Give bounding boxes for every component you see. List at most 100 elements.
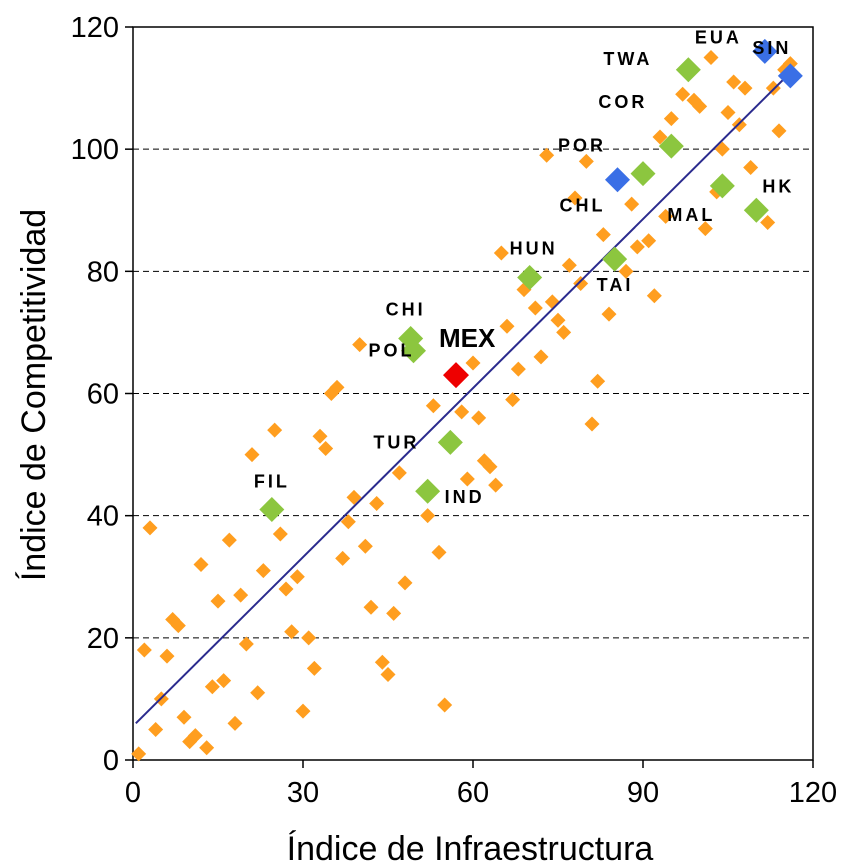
data-point <box>199 740 215 756</box>
country-label-twa: TWA <box>603 49 652 69</box>
data-point <box>629 239 645 255</box>
data-point <box>646 288 662 304</box>
country-label-hk: HK <box>762 176 794 196</box>
data-point <box>397 575 413 591</box>
country-label-fil: FIL <box>254 472 290 492</box>
country-label-eua: EUA <box>695 27 742 47</box>
data-point <box>295 703 311 719</box>
data-point <box>301 630 317 646</box>
data-point <box>482 459 498 475</box>
data-point <box>233 587 249 603</box>
data-point <box>465 355 481 371</box>
data-point <box>488 477 504 493</box>
x-axis-title: Índice de Infraestructura <box>287 830 654 865</box>
data-point <box>216 673 232 689</box>
highlight-point-cor <box>658 133 684 159</box>
data-point <box>244 447 260 463</box>
data-point <box>584 416 600 432</box>
data-point <box>459 471 475 487</box>
country-label-tur: TUR <box>373 432 419 452</box>
plot-frame <box>132 26 814 761</box>
highlight-point-ind <box>415 478 441 504</box>
highlight-point-pol <box>401 338 426 364</box>
data-point <box>590 373 606 389</box>
other-points <box>131 50 798 762</box>
data-point <box>318 440 334 456</box>
highlight-point-chl <box>605 167 630 193</box>
data-point <box>454 404 470 420</box>
data-point <box>697 221 713 237</box>
data-point <box>221 532 237 548</box>
x-tick-label: 120 <box>789 777 837 809</box>
data-point <box>131 746 147 762</box>
x-tick-label: 60 <box>457 777 489 809</box>
data-point <box>176 709 192 725</box>
highlight-point-hun <box>517 264 543 290</box>
highlighted-points <box>259 38 803 523</box>
data-point <box>539 147 555 163</box>
highlight-point-twa <box>675 57 701 83</box>
data-point <box>250 685 266 701</box>
x-tick-label: 90 <box>627 777 659 809</box>
country-label-por: POR <box>558 136 606 156</box>
data-point <box>437 697 453 713</box>
data-point <box>737 80 753 96</box>
data-point <box>204 679 220 695</box>
highlight-point-tur <box>437 429 463 455</box>
y-tick-label: 120 <box>71 12 119 44</box>
highlight-point-eua <box>752 38 778 64</box>
data-point <box>499 318 515 334</box>
data-point <box>567 190 583 206</box>
y-tick-label: 100 <box>71 134 119 166</box>
data-point <box>386 605 402 621</box>
y-tick-label: 80 <box>87 256 119 288</box>
x-tick-labels: 0 30 60 90 120 <box>125 777 837 809</box>
data-point <box>714 141 730 157</box>
data-point <box>652 129 668 145</box>
data-point <box>374 654 390 670</box>
data-point <box>601 306 617 322</box>
data-point <box>278 581 294 597</box>
data-point <box>136 642 152 658</box>
data-point <box>267 422 283 438</box>
data-point <box>731 117 747 133</box>
highlight-point-por <box>630 161 656 187</box>
data-point <box>720 105 736 121</box>
data-point <box>493 245 509 261</box>
country-label-hun: HUN <box>510 238 558 258</box>
data-point <box>527 300 543 316</box>
data-point <box>533 349 549 365</box>
data-point <box>544 294 560 310</box>
data-point <box>510 361 526 377</box>
data-point <box>284 624 300 640</box>
data-point <box>227 715 243 731</box>
data-point <box>380 666 396 682</box>
y-tick-label: 0 <box>103 745 119 777</box>
country-label-sin: SIN <box>752 38 791 58</box>
data-point <box>187 728 203 744</box>
data-point <box>550 312 566 328</box>
data-point <box>346 489 362 505</box>
x-tick-label: 0 <box>125 777 141 809</box>
data-point <box>352 337 368 353</box>
data-point <box>193 557 209 573</box>
y-axis-title: Índice de Competitividad <box>15 209 53 581</box>
data-point <box>658 208 674 224</box>
data-point <box>703 50 719 66</box>
highlight-point-sin <box>777 63 803 89</box>
data-point <box>425 398 441 414</box>
country-labels: EUA SIN CHL TWA COR POR MAL HK HUN TAI CHI POL MEX TU… <box>254 27 794 507</box>
y-tick-label: 20 <box>87 623 119 655</box>
data-point <box>760 214 776 230</box>
data-point <box>618 263 634 279</box>
data-point <box>561 257 577 273</box>
axes <box>125 26 814 768</box>
data-point <box>692 98 708 114</box>
trendline-group <box>135 69 794 725</box>
data-point <box>420 508 436 524</box>
data-point <box>340 514 356 530</box>
data-point <box>641 233 657 249</box>
data-point <box>142 520 158 536</box>
trendline <box>135 69 794 725</box>
